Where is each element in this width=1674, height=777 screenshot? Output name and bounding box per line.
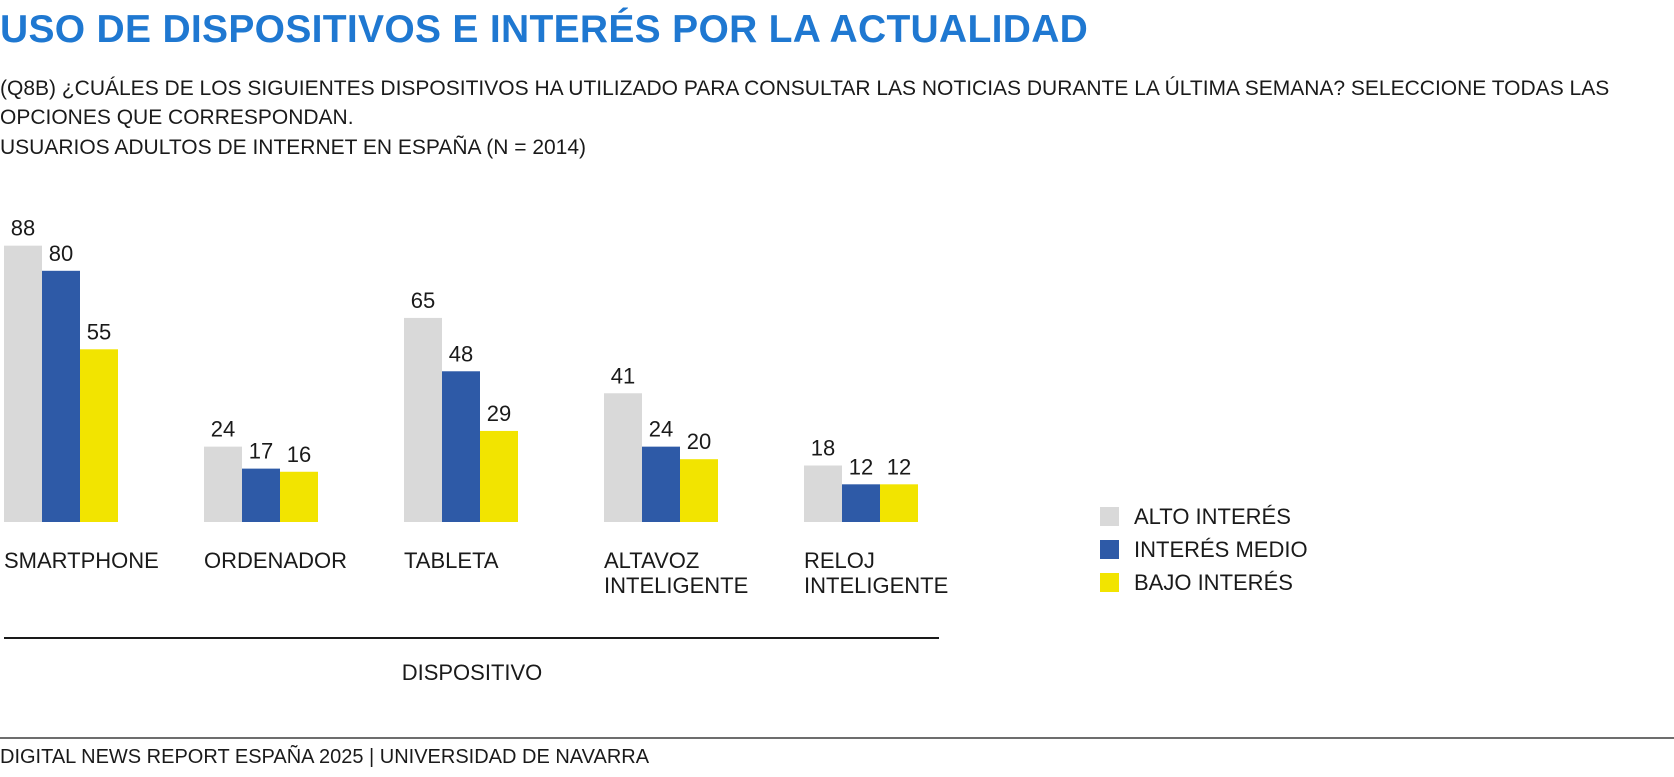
bar-2-2 bbox=[480, 430, 518, 522]
bar-chart: 88 80 55 SMARTPHONE 24 17 16 ORDENADOR 65 48 29 TAB… bbox=[4, 216, 948, 685]
category-label: RELOJ bbox=[804, 548, 875, 573]
chart-sample-note: USUARIOS ADULTOS DE INTERNET EN ESPAÑA (… bbox=[0, 136, 587, 159]
bar-2-1 bbox=[280, 471, 318, 522]
data-label: 41 bbox=[611, 363, 635, 388]
category-label: ALTAVOZ bbox=[604, 548, 699, 573]
data-label: 24 bbox=[211, 417, 235, 442]
data-label: 18 bbox=[811, 435, 835, 460]
legend-label: ALTO INTERÉS bbox=[1134, 503, 1291, 529]
legend-item-interes-medio: INTERÉS MEDIO bbox=[1100, 533, 1308, 566]
legend-item-alto-interes: ALTO INTERÉS bbox=[1100, 500, 1308, 533]
data-label: 12 bbox=[887, 454, 911, 479]
bar-0-1 bbox=[204, 446, 242, 522]
category-label: SMARTPHONE bbox=[4, 548, 159, 573]
chart-title: USO DE DISPOSITIVOS E INTERÉS POR LA ACT… bbox=[0, 8, 1089, 51]
data-label: 55 bbox=[87, 319, 111, 344]
chart-legend: ALTO INTERÉS INTERÉS MEDIO BAJO INTERÉS bbox=[1100, 500, 1308, 599]
bar-1-4 bbox=[842, 484, 880, 522]
footer-source: DIGITAL NEWS REPORT ESPAÑA 2025 | UNIVER… bbox=[0, 746, 650, 768]
bar-1-0 bbox=[42, 270, 80, 522]
bar-2-0 bbox=[80, 349, 118, 522]
bar-0-3 bbox=[604, 393, 642, 522]
legend-swatch bbox=[1100, 507, 1119, 526]
legend-swatch bbox=[1100, 540, 1119, 559]
data-label: 48 bbox=[449, 341, 473, 366]
chart-question: (Q8B) ¿CUÁLES DE LOS SIGUIENTES DISPOSIT… bbox=[0, 77, 1610, 129]
category-label: INTELIGENTE bbox=[804, 573, 948, 598]
legend-item-bajo-interes: BAJO INTERÉS bbox=[1100, 566, 1308, 599]
bar-0-0 bbox=[4, 245, 42, 522]
data-label: 12 bbox=[849, 454, 873, 479]
x-axis-title: DISPOSITIVO bbox=[402, 660, 543, 685]
bar-0-4 bbox=[804, 465, 842, 522]
category-label: TABLETA bbox=[404, 548, 499, 573]
bar-1-1 bbox=[242, 468, 280, 522]
category-label: INTELIGENTE bbox=[604, 573, 748, 598]
bar-0-2 bbox=[404, 317, 442, 522]
data-label: 29 bbox=[487, 401, 511, 426]
bar-1-2 bbox=[442, 371, 480, 522]
legend-label: INTERÉS MEDIO bbox=[1134, 536, 1308, 562]
data-label: 65 bbox=[411, 288, 435, 313]
data-label: 88 bbox=[11, 216, 35, 241]
data-label: 16 bbox=[287, 442, 311, 467]
legend-swatch bbox=[1100, 573, 1119, 592]
bar-2-3 bbox=[680, 459, 718, 522]
legend-label: BAJO INTERÉS bbox=[1134, 569, 1293, 595]
bar-2-4 bbox=[880, 484, 918, 522]
data-label: 20 bbox=[687, 429, 711, 454]
data-label: 17 bbox=[249, 439, 273, 464]
footer-divider bbox=[0, 737, 1674, 739]
data-label: 80 bbox=[49, 241, 73, 266]
data-label: 24 bbox=[649, 417, 673, 442]
category-label: ORDENADOR bbox=[204, 548, 347, 573]
bar-1-3 bbox=[642, 446, 680, 522]
